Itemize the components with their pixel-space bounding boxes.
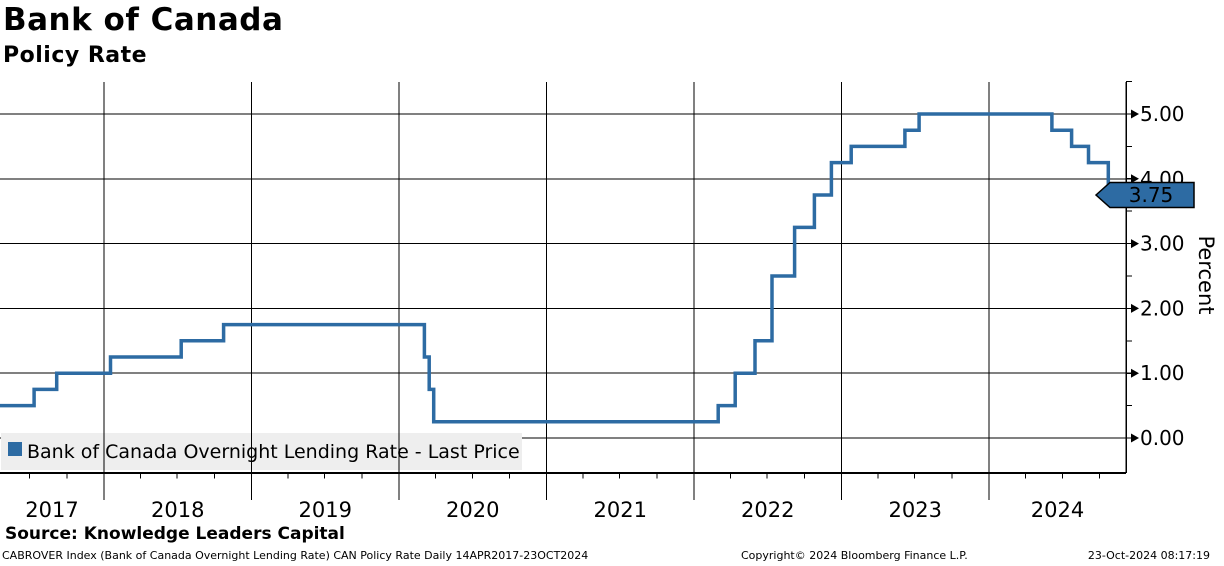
x-tick-label: 2024: [1031, 498, 1084, 522]
y-tick-label: 3.00: [1140, 232, 1185, 256]
y-tick-label: 0.00: [1140, 426, 1185, 450]
y-tick-arrow-icon: [1131, 109, 1139, 119]
x-tick-label: 2022: [741, 498, 794, 522]
legend-box: [1, 433, 522, 470]
legend-swatch-icon: [8, 442, 22, 456]
axis-ticks: [29, 81, 1139, 500]
y-tick-arrow-icon: [1131, 303, 1139, 313]
legend: Bank of Canada Overnight Lending Rate - …: [8, 441, 520, 463]
x-tick-label: 2021: [594, 498, 647, 522]
last-price-badge: 3.75: [1094, 181, 1195, 209]
y-tick-arrow-icon: [1131, 239, 1139, 249]
legend-label: Bank of Canada Overnight Lending Rate - …: [27, 441, 520, 463]
axis-spines: [0, 82, 1127, 474]
y-tick-label: 2.00: [1140, 296, 1185, 320]
x-tick-label: 2020: [446, 498, 499, 522]
y-tick-arrow-icon: [1131, 433, 1139, 443]
y-tick-arrow-icon: [1131, 174, 1139, 184]
y-tick-arrow-icon: [1131, 368, 1139, 378]
y-tick-label: 5.00: [1140, 102, 1185, 126]
footer-copyright: Copyright© 2024 Bloomberg Finance L.P.: [741, 549, 968, 562]
last-price-badge-value: 3.75: [1129, 183, 1174, 207]
x-tick-label: 2017: [25, 498, 78, 522]
source-line: Source: Knowledge Leaders Capital: [5, 524, 345, 544]
y-tick-label: 1.00: [1140, 361, 1185, 385]
page-subtitle: Policy Rate: [3, 43, 148, 68]
page-title: Bank of Canada: [3, 2, 284, 38]
vertical-gridlines: [103, 82, 990, 473]
footer-timestamp: 23-Oct-2024 08:17:19: [1087, 549, 1210, 562]
x-tick-label: 2023: [889, 498, 942, 522]
y-axis-title: Percent: [1194, 235, 1218, 315]
x-tick-label: 2018: [151, 498, 204, 522]
last-price-badge-shape: [1094, 181, 1195, 209]
footer-ticker-info: CABROVER Index (Bank of Canada Overnight…: [2, 549, 589, 562]
x-tick-label: 2019: [299, 498, 352, 522]
policy-rate-step-line: [0, 112, 1112, 424]
horizontal-gridlines: [0, 113, 1126, 439]
